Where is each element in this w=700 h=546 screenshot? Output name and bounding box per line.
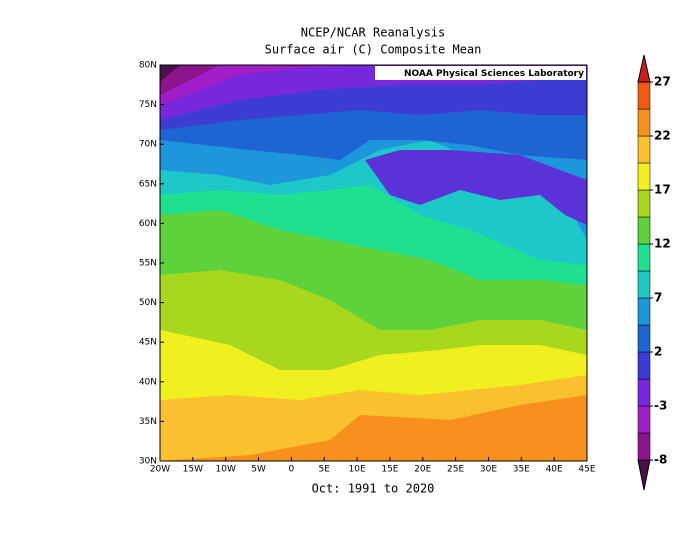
- credit: NOAA Physical Sciences Laboratory: [404, 69, 584, 79]
- x-tick-label: 5E: [319, 465, 331, 475]
- x-tick-label: 0: [289, 465, 295, 475]
- colorbar-segment: [637, 135, 651, 164]
- colorbar-segment: [637, 189, 651, 218]
- colorbar-segment: [637, 405, 651, 434]
- colorbar-segment: [637, 243, 651, 272]
- y-tick-label: 75N: [139, 100, 157, 110]
- colorbar-segment: [637, 378, 651, 407]
- colorbar-tick-label: 17: [654, 183, 671, 197]
- colorbar-segment: [637, 351, 651, 380]
- x-tick-label: 10W: [216, 465, 236, 475]
- colorbar-arrow: [637, 54, 651, 83]
- y-tick-label: 45N: [139, 338, 157, 348]
- y-tick-label: 65N: [139, 179, 157, 189]
- y-tick-label: 35N: [139, 417, 157, 427]
- colorbar-segment: [637, 324, 651, 353]
- x-tick-label: 25E: [447, 465, 464, 475]
- colorbar-tick-label: -8: [654, 453, 667, 467]
- colorbar-segment: [637, 432, 651, 461]
- field-band: [160, 65, 220, 95]
- y-tick-label: 55N: [139, 259, 157, 269]
- colorbar-tick-label: 22: [654, 129, 671, 143]
- x-tick-label: 15E: [381, 465, 398, 475]
- y-tick-label: 70N: [139, 140, 157, 150]
- colorbar-segment: [637, 297, 651, 326]
- x-tick-label: 45E: [578, 465, 595, 475]
- colorbar-segment: [637, 108, 651, 137]
- y-tick-label: 80N: [139, 61, 157, 71]
- y-tick-label: 30N: [139, 457, 157, 467]
- colorbar-tick-label: 27: [654, 75, 671, 89]
- credit-box: [375, 66, 586, 80]
- colorbar-segment: [637, 162, 651, 191]
- colorbar-arrow: [637, 459, 651, 491]
- colorbar-segment: [637, 216, 651, 245]
- temperature-field: [160, 65, 587, 461]
- title: NCEP/NCAR Reanalysis: [301, 26, 446, 40]
- field-band: [365, 150, 587, 225]
- caption: Oct: 1991 to 2020: [312, 482, 435, 496]
- x-tick-label: 40E: [546, 465, 563, 475]
- colorbar-segment: [637, 81, 651, 110]
- x-tick-label: 20W: [150, 465, 170, 475]
- subtitle: Surface air (C) Composite Mean: [265, 43, 482, 57]
- y-tick-label: 50N: [139, 298, 157, 308]
- colorbar-tick-label: 2: [654, 345, 662, 359]
- x-tick-label: 30E: [480, 465, 497, 475]
- x-tick-label: 15W: [183, 465, 203, 475]
- colorbar-segment: [637, 270, 651, 299]
- x-tick-label: 10E: [349, 465, 366, 475]
- colorbar-tick-label: 7: [654, 291, 662, 305]
- colorbar-tick-label: -3: [654, 399, 667, 413]
- x-tick-label: 20E: [414, 465, 431, 475]
- field-band: [160, 65, 180, 82]
- x-tick-label: 5W: [251, 465, 266, 475]
- y-tick-label: 40N: [139, 377, 157, 387]
- colorbar-tick-label: 12: [654, 237, 671, 251]
- field-band: [160, 65, 360, 105]
- y-tick-label: 60N: [139, 219, 157, 229]
- x-tick-label: 35E: [513, 465, 530, 475]
